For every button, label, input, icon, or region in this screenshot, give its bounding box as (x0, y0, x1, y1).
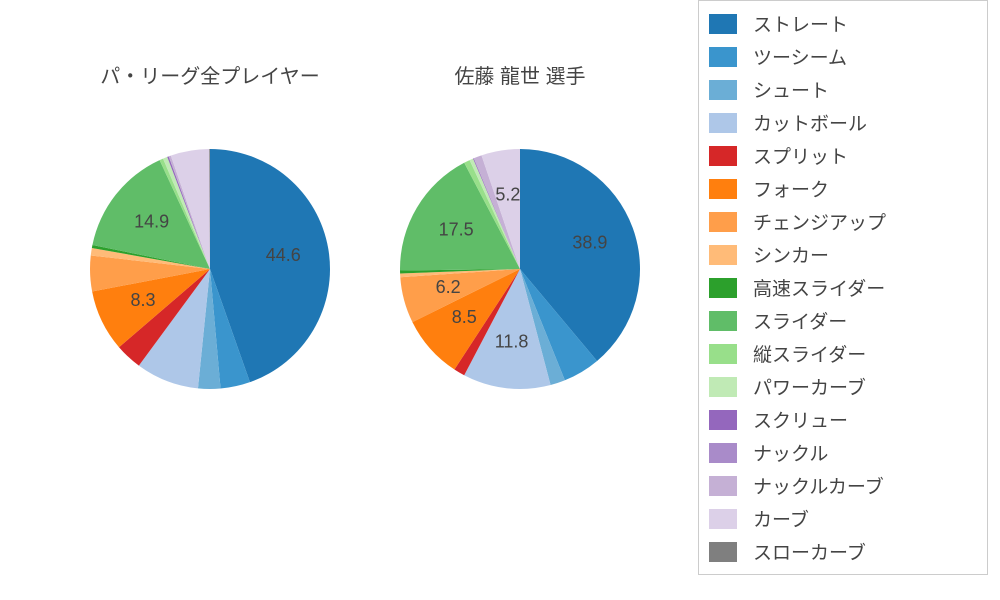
legend-item: カットボール (709, 106, 977, 139)
pie-chart-0: パ・リーグ全プレイヤー 44.6 8.3 14.9 (60, 60, 360, 399)
legend-swatch (709, 476, 737, 496)
legend-item: スライダー (709, 304, 977, 337)
legend-label: パワーカーブ (753, 373, 866, 400)
slice-label: 14.9 (134, 212, 169, 232)
legend-item: フォーク (709, 172, 977, 205)
legend-label: シンカー (753, 241, 829, 268)
legend-swatch (709, 113, 737, 133)
legend-swatch (709, 377, 737, 397)
legend-label: シュート (753, 76, 829, 103)
legend-label: スプリット (753, 142, 848, 169)
legend-swatch (709, 344, 737, 364)
legend-label: フォーク (753, 175, 829, 202)
legend-label: ツーシーム (753, 43, 847, 70)
pie-svg: 44.6 8.3 14.9 (60, 99, 360, 399)
legend-swatch (709, 212, 737, 232)
slice-label: 38.9 (572, 232, 607, 252)
pie-title: パ・リーグ全プレイヤー (60, 60, 360, 89)
pie-svg: 38.9 11.8 8.5 6.2 17.5 5.2 (370, 99, 670, 399)
legend-label: スクリュー (753, 406, 848, 433)
legend: ストレートツーシームシュートカットボールスプリットフォークチェンジアップシンカー… (698, 0, 988, 575)
legend-item: パワーカーブ (709, 370, 977, 403)
legend-label: スローカーブ (753, 538, 866, 565)
legend-swatch (709, 179, 737, 199)
legend-label: ナックル (753, 439, 828, 466)
legend-swatch (709, 14, 737, 34)
legend-label: カットボール (753, 109, 867, 136)
pie-charts-area: パ・リーグ全プレイヤー 44.6 8.3 14.9 佐藤 龍世 選手 38.9 11.8 8.… (0, 0, 680, 600)
legend-item: スクリュー (709, 403, 977, 436)
legend-swatch (709, 410, 737, 430)
chart-container: パ・リーグ全プレイヤー 44.6 8.3 14.9 佐藤 龍世 選手 38.9 11.8 8.… (0, 0, 1000, 600)
slice-label: 17.5 (439, 220, 474, 240)
legend-label: チェンジアップ (753, 208, 886, 235)
legend-item: スローカーブ (709, 535, 977, 568)
pie-chart-1: 佐藤 龍世 選手 38.9 11.8 8.5 6.2 17.5 5.2 (370, 60, 670, 399)
legend-swatch (709, 509, 737, 529)
legend-item: ナックルカーブ (709, 469, 977, 502)
legend-swatch (709, 146, 737, 166)
legend-item: スプリット (709, 139, 977, 172)
legend-label: 高速スライダー (753, 274, 885, 301)
slice-label: 5.2 (495, 184, 520, 204)
legend-item: ストレート (709, 7, 977, 40)
slice-label: 8.3 (130, 290, 155, 310)
legend-item: シュート (709, 73, 977, 106)
legend-item: シンカー (709, 238, 977, 271)
slice-label: 11.8 (495, 332, 529, 352)
legend-label: 縦スライダー (753, 340, 866, 367)
pie-title: 佐藤 龍世 選手 (370, 60, 670, 89)
slice-label: 44.6 (266, 245, 301, 265)
legend-swatch (709, 47, 737, 67)
legend-swatch (709, 443, 737, 463)
legend-item: 高速スライダー (709, 271, 977, 304)
slice-label: 6.2 (436, 277, 461, 297)
legend-label: カーブ (753, 505, 809, 532)
legend-item: 縦スライダー (709, 337, 977, 370)
legend-swatch (709, 278, 737, 298)
legend-swatch (709, 245, 737, 265)
legend-item: ナックル (709, 436, 977, 469)
legend-swatch (709, 311, 737, 331)
legend-item: ツーシーム (709, 40, 977, 73)
legend-label: ナックルカーブ (753, 472, 884, 499)
legend-item: チェンジアップ (709, 205, 977, 238)
legend-swatch (709, 80, 737, 100)
legend-swatch (709, 542, 737, 562)
legend-label: ストレート (753, 10, 848, 37)
legend-item: カーブ (709, 502, 977, 535)
legend-label: スライダー (753, 307, 847, 334)
slice-label: 8.5 (452, 307, 477, 327)
